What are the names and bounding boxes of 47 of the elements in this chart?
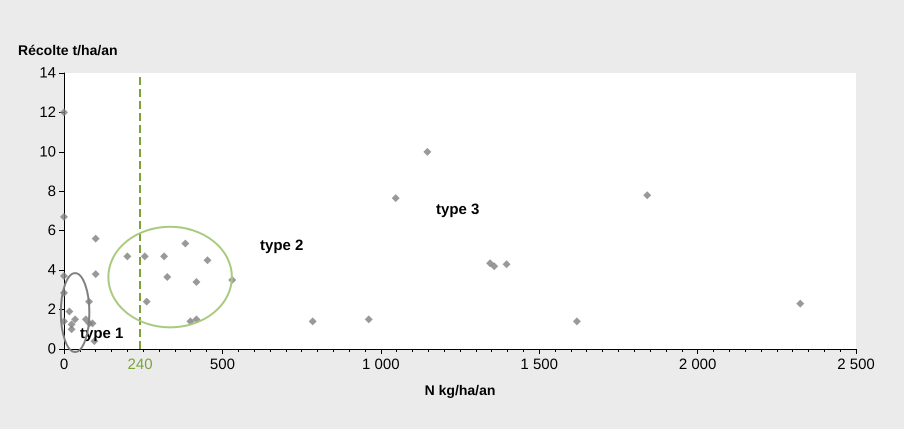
- point: [60, 212, 68, 221]
- x-axis-title: N kg/ha/an: [424, 382, 496, 398]
- x-tick-label: 500: [210, 356, 235, 373]
- point: [490, 262, 498, 270]
- point: [364, 315, 373, 324]
- y-tick-label: 4: [48, 262, 56, 279]
- point: [160, 252, 168, 260]
- point: [308, 317, 317, 326]
- point: [163, 273, 172, 282]
- point: [123, 252, 132, 260]
- annotation: type 3: [436, 201, 480, 218]
- y-tick-label: 8: [48, 182, 56, 200]
- point: [192, 278, 200, 286]
- point: [140, 252, 149, 260]
- y-tick-label: 0: [48, 340, 56, 358]
- point: [392, 194, 400, 202]
- point: [60, 108, 68, 116]
- point: [643, 191, 652, 200]
- point: [92, 234, 100, 243]
- point: [60, 272, 68, 280]
- annotation: type 1: [80, 325, 124, 342]
- point: [796, 300, 804, 308]
- x-tick-label: 1 000: [362, 356, 400, 373]
- y-tick-label: 6: [48, 222, 56, 240]
- ref-line-label: 240: [128, 356, 153, 373]
- x-tick-label: 2 000: [678, 356, 716, 373]
- point: [204, 256, 212, 264]
- point: [65, 308, 74, 316]
- y-tick-label: 2: [48, 301, 56, 318]
- x-tick-label: 2 500: [837, 356, 875, 373]
- point: [486, 259, 494, 268]
- point: [71, 315, 80, 324]
- point: [92, 270, 100, 278]
- point: [572, 317, 581, 326]
- point: [88, 319, 97, 328]
- point: [502, 260, 511, 268]
- annotation: type 2: [260, 237, 304, 254]
- point: [423, 148, 432, 156]
- y-tick-label: 10: [39, 143, 56, 160]
- point: [68, 325, 76, 334]
- y-tick-label: 12: [39, 104, 56, 121]
- y-tick-label: 14: [39, 64, 56, 82]
- point: [181, 240, 190, 248]
- y-axis-title: Récolte t/ha/an: [18, 42, 118, 58]
- x-tick-label: 1 500: [520, 356, 558, 373]
- x-tick-label: 0: [60, 356, 68, 373]
- point: [142, 298, 151, 306]
